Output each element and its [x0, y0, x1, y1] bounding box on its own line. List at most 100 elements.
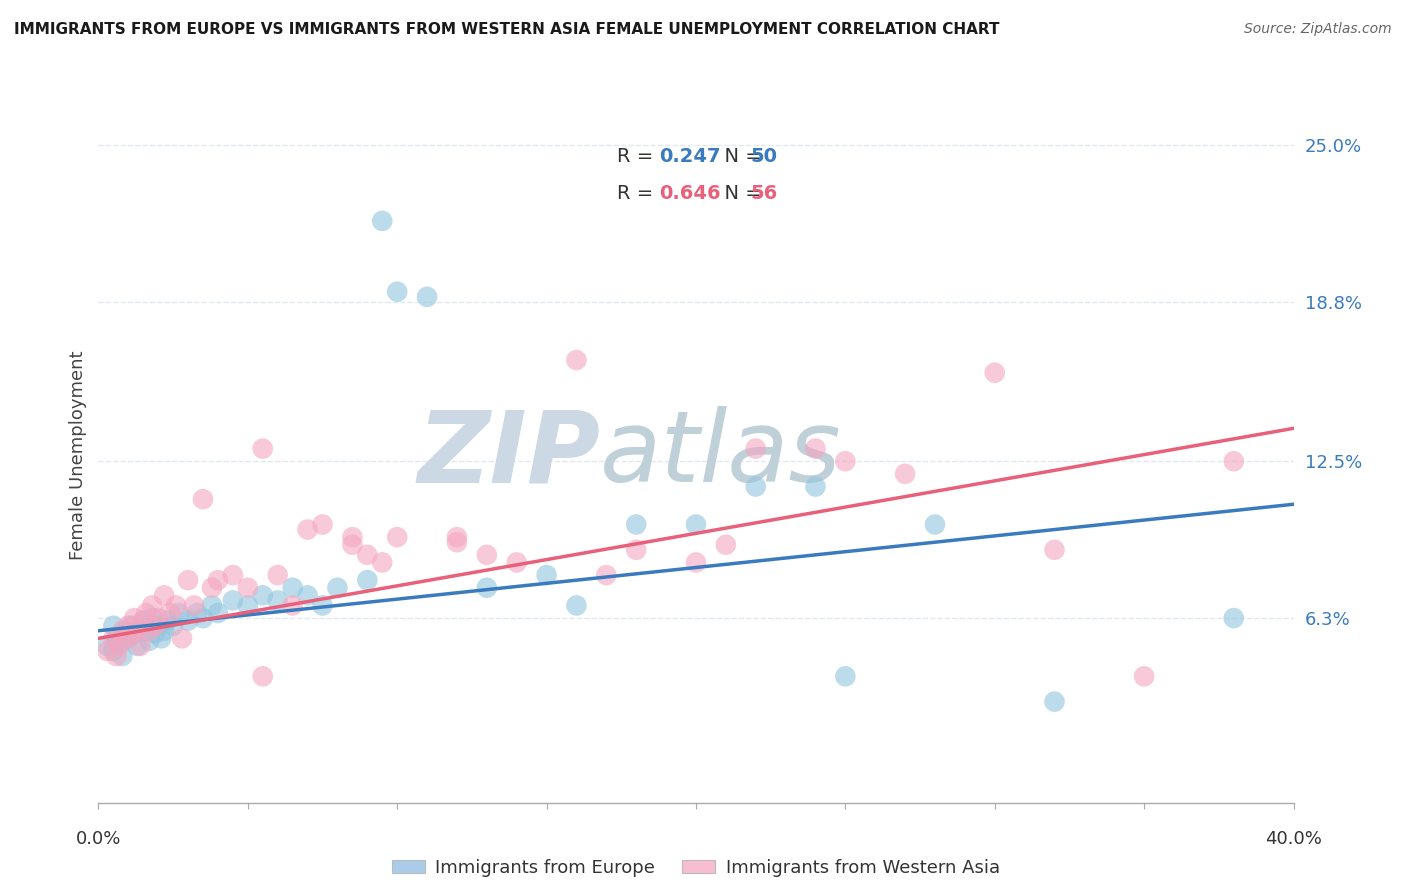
Point	[127, 624, 149, 638]
Point	[834, 669, 856, 683]
Point	[135, 606, 157, 620]
Point	[252, 442, 274, 456]
Point	[103, 632, 125, 646]
Point	[281, 599, 304, 613]
Point	[111, 648, 134, 663]
Point	[167, 606, 190, 620]
Point	[326, 581, 349, 595]
Point	[565, 599, 588, 613]
Point	[475, 581, 498, 595]
Point	[565, 353, 588, 368]
Y-axis label: Female Unemployment: Female Unemployment	[69, 351, 87, 559]
Point	[148, 618, 170, 632]
Point	[236, 581, 259, 595]
Point	[804, 442, 827, 456]
Point	[222, 568, 245, 582]
Point	[1223, 454, 1246, 468]
Point	[103, 644, 125, 658]
Point	[342, 538, 364, 552]
Point	[159, 606, 181, 620]
Point	[138, 633, 160, 648]
Point	[103, 618, 125, 632]
Point	[172, 632, 194, 646]
Text: ZIP: ZIP	[418, 407, 600, 503]
Point	[96, 639, 118, 653]
Text: IMMIGRANTS FROM EUROPE VS IMMIGRANTS FROM WESTERN ASIA FEMALE UNEMPLOYMENT CORRE: IMMIGRANTS FROM EUROPE VS IMMIGRANTS FRO…	[14, 22, 1000, 37]
Point	[536, 568, 558, 582]
Point	[138, 624, 160, 638]
Point	[177, 573, 200, 587]
Point	[804, 479, 827, 493]
Point	[385, 285, 409, 299]
Point	[148, 611, 170, 625]
Point	[297, 588, 319, 602]
Point	[207, 606, 229, 620]
Point	[127, 639, 149, 653]
Point	[183, 599, 205, 613]
Point	[153, 588, 176, 602]
Point	[132, 614, 155, 628]
Point	[191, 492, 214, 507]
Point	[143, 626, 166, 640]
Point	[745, 442, 768, 456]
Point	[356, 548, 378, 562]
Point	[177, 614, 200, 628]
Point	[135, 624, 157, 638]
Point	[1223, 611, 1246, 625]
Point	[1043, 542, 1066, 557]
Point	[124, 626, 146, 640]
Point	[924, 517, 946, 532]
Text: Source: ZipAtlas.com: Source: ZipAtlas.com	[1244, 22, 1392, 37]
Point	[281, 581, 304, 595]
Legend: Immigrants from Europe, Immigrants from Western Asia: Immigrants from Europe, Immigrants from …	[385, 852, 1007, 884]
Point	[714, 538, 737, 552]
Point	[1133, 669, 1156, 683]
Point	[132, 614, 155, 628]
Point	[506, 556, 529, 570]
Point	[156, 614, 179, 628]
Point	[624, 517, 647, 532]
Point	[222, 593, 245, 607]
Point	[416, 290, 439, 304]
Point	[129, 639, 152, 653]
Point	[745, 479, 768, 493]
Point	[141, 611, 163, 625]
Point	[105, 648, 128, 663]
Point	[162, 618, 184, 632]
Point	[371, 556, 394, 570]
Point	[153, 624, 176, 638]
Point	[685, 556, 707, 570]
Point	[267, 593, 290, 607]
Point	[311, 517, 333, 532]
Text: 40.0%: 40.0%	[1265, 830, 1322, 847]
Point	[894, 467, 917, 481]
Point	[186, 606, 208, 620]
Point	[96, 644, 118, 658]
Point	[114, 632, 136, 646]
Point	[108, 636, 131, 650]
Point	[267, 568, 290, 582]
Point	[356, 573, 378, 587]
Point	[1043, 695, 1066, 709]
Point	[252, 669, 274, 683]
Point	[446, 535, 468, 549]
Point	[834, 454, 856, 468]
Point	[207, 573, 229, 587]
Point	[120, 626, 142, 640]
Text: R =: R =	[617, 185, 659, 203]
Point	[114, 624, 136, 638]
Point	[252, 588, 274, 602]
Point	[191, 611, 214, 625]
Point	[446, 530, 468, 544]
Point	[297, 523, 319, 537]
Point	[117, 632, 139, 646]
Text: 0.646: 0.646	[659, 185, 720, 203]
Text: atlas: atlas	[600, 407, 842, 503]
Point	[201, 599, 224, 613]
Point	[201, 581, 224, 595]
Text: 0.247: 0.247	[659, 147, 720, 166]
Point	[117, 618, 139, 632]
Text: 50: 50	[751, 147, 778, 166]
Point	[111, 624, 134, 638]
Point	[342, 530, 364, 544]
